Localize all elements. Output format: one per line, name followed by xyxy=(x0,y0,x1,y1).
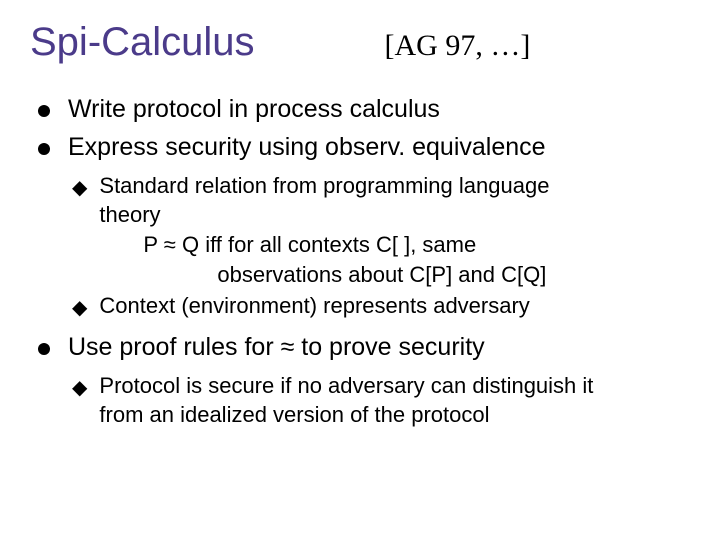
sub-bullet-list: ◆ Standard relation from programming lan… xyxy=(72,171,690,321)
arrow-icon: ◆ xyxy=(72,295,87,320)
citation: [AG 97, …] xyxy=(385,29,531,63)
sub-line: Standard relation from programming langu… xyxy=(99,173,549,198)
arrow-icon: ◆ xyxy=(72,375,87,400)
bullet-item: Write protocol in process calculus xyxy=(30,93,690,127)
bullet-dot-icon xyxy=(38,105,50,117)
arrow-icon: ◆ xyxy=(72,175,87,200)
sub-line: from an idealized version of the protoco… xyxy=(99,402,489,427)
bullet-dot-icon xyxy=(38,143,50,155)
main-bullet-list: Write protocol in process calculus Expre… xyxy=(30,93,690,165)
bullet-item: Use proof rules for ≈ to prove security xyxy=(30,331,690,365)
sub-item: ◆ Context (environment) represents adver… xyxy=(72,291,690,321)
title-row: Spi-Calculus [AG 97, …] xyxy=(30,20,690,65)
bullet-item: Express security using observ. equivalen… xyxy=(30,131,690,165)
sub-text: Protocol is secure if no adversary can d… xyxy=(99,371,593,430)
bullet-dot-icon xyxy=(38,343,50,355)
sub-bullet-list: ◆ Protocol is secure if no adversary can… xyxy=(72,371,690,430)
sub-text: Context (environment) represents adversa… xyxy=(99,291,529,321)
sub-line: Protocol is secure if no adversary can d… xyxy=(99,373,593,398)
bullet-text: Use proof rules for ≈ to prove security xyxy=(68,331,485,365)
bullet-text: Express security using observ. equivalen… xyxy=(68,131,546,165)
sub-line: observations about C[P] and C[Q] xyxy=(99,260,549,290)
main-bullet-list: Use proof rules for ≈ to prove security xyxy=(30,331,690,365)
sub-item: ◆ Protocol is secure if no adversary can… xyxy=(72,371,690,430)
slide-title: Spi-Calculus xyxy=(30,20,255,65)
sub-line: theory xyxy=(99,202,160,227)
sub-line: P ≈ Q iff for all contexts C[ ], same xyxy=(99,230,549,260)
sub-text: Standard relation from programming langu… xyxy=(99,171,549,290)
bullet-text: Write protocol in process calculus xyxy=(68,93,440,127)
sub-item: ◆ Standard relation from programming lan… xyxy=(72,171,690,290)
